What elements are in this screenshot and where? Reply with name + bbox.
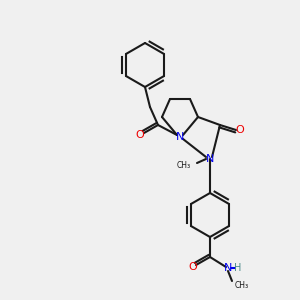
Text: O: O [236,125,244,135]
Text: O: O [189,262,197,272]
Text: CH₃: CH₃ [177,161,191,170]
Text: N: N [224,263,232,273]
Text: O: O [136,130,144,140]
Text: N: N [176,132,184,142]
Text: H: H [234,263,242,273]
Text: N: N [206,154,214,164]
Text: CH₃: CH₃ [235,281,249,290]
